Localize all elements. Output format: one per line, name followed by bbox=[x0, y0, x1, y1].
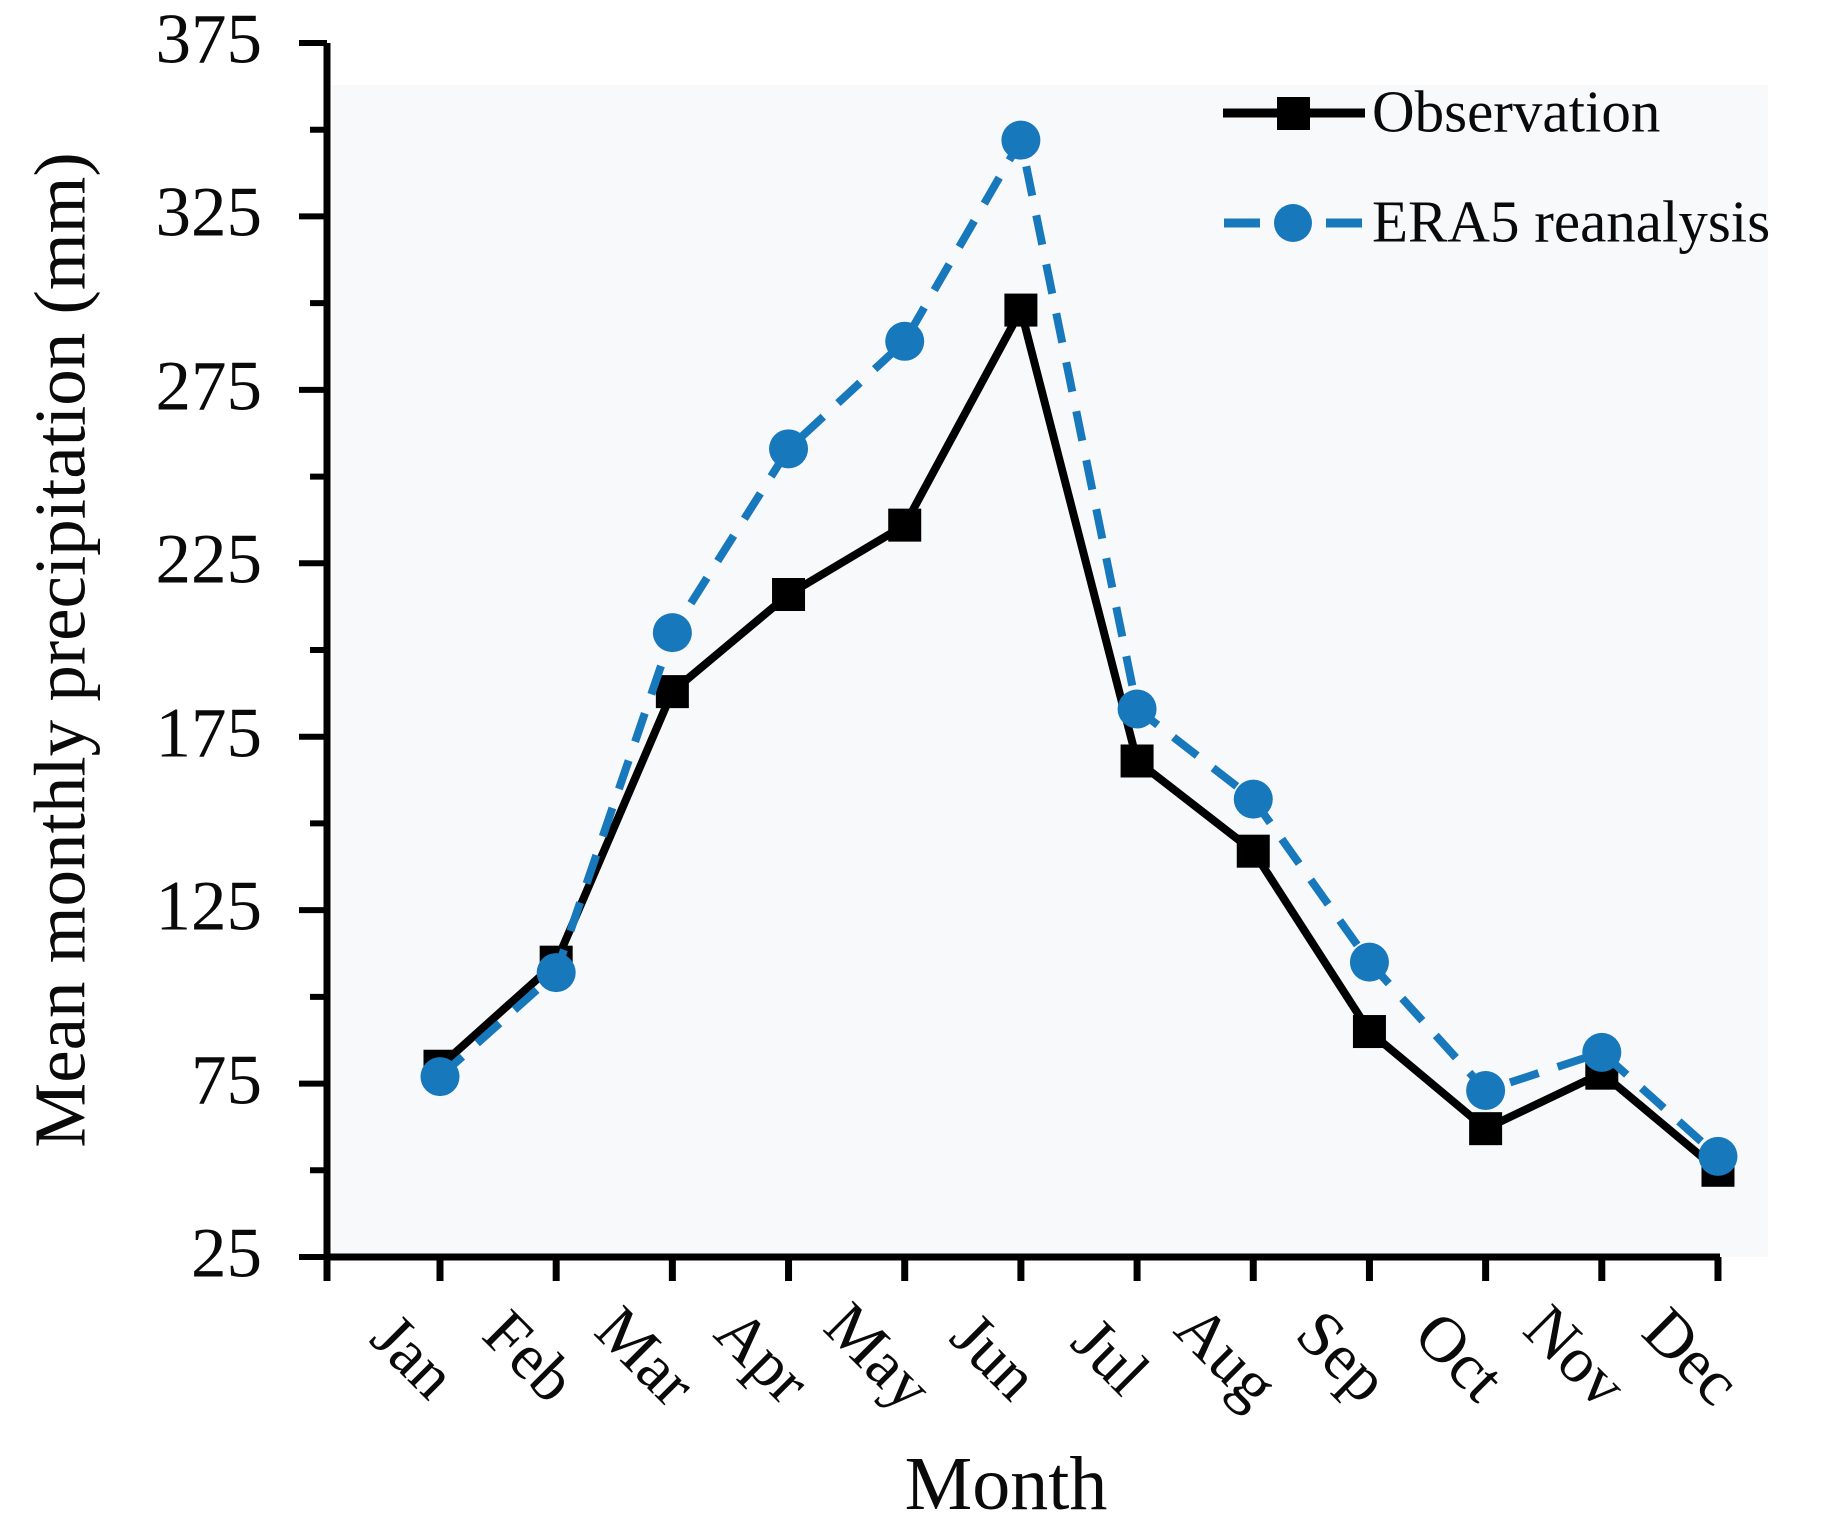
legend-observation-square-icon bbox=[1277, 97, 1310, 130]
observation-data-point bbox=[1352, 1015, 1386, 1049]
y-tick-label: 75 bbox=[191, 1041, 262, 1120]
observation-data-point bbox=[655, 675, 689, 709]
y-tick-label: 225 bbox=[155, 520, 263, 599]
era5-data-point bbox=[1582, 1032, 1622, 1072]
era5-data-point bbox=[1349, 942, 1389, 982]
era5-data-point bbox=[1466, 1071, 1506, 1111]
legend-era5-circle-icon bbox=[1274, 204, 1312, 242]
era5-data-point bbox=[1698, 1136, 1738, 1176]
era5-data-point bbox=[420, 1057, 460, 1097]
y-tick-label: 175 bbox=[155, 694, 263, 773]
era5-reanalysis-line bbox=[437, 128, 1721, 1160]
observation-data-point bbox=[888, 508, 922, 542]
observation-data-point bbox=[1469, 1112, 1503, 1146]
era5-data-point bbox=[652, 613, 692, 653]
era5-data-point bbox=[885, 321, 925, 361]
legend-observation-label: Observation bbox=[1372, 78, 1661, 145]
era5-data-point bbox=[1001, 120, 1041, 160]
observation-data-point bbox=[1120, 744, 1154, 778]
era5-data-point bbox=[1117, 689, 1157, 729]
y-tick-label: 25 bbox=[191, 1214, 262, 1293]
plot-panel bbox=[332, 85, 1768, 1257]
y-tick-label: 125 bbox=[155, 867, 263, 946]
legend-observation-marker bbox=[1223, 97, 1365, 130]
observation-data-point bbox=[1236, 834, 1270, 868]
y-tick-label: 325 bbox=[155, 174, 263, 253]
era5-data-point bbox=[769, 429, 809, 469]
y-axis-title: Mean monthly precipitation (mm) bbox=[19, 152, 101, 1148]
x-axis-title: Month bbox=[904, 1442, 1108, 1526]
legend-era5-marker bbox=[1224, 204, 1362, 242]
observation-data-point bbox=[1004, 293, 1038, 327]
era5-data-point bbox=[536, 953, 576, 993]
y-tick-label: 375 bbox=[155, 0, 263, 79]
era5-data-point bbox=[1233, 779, 1273, 819]
observation-line bbox=[437, 299, 1721, 1174]
observation-data-point bbox=[772, 578, 806, 612]
legend-era5-label: ERA5 reanalysis bbox=[1372, 188, 1771, 255]
y-tick-label: 275 bbox=[155, 347, 263, 426]
